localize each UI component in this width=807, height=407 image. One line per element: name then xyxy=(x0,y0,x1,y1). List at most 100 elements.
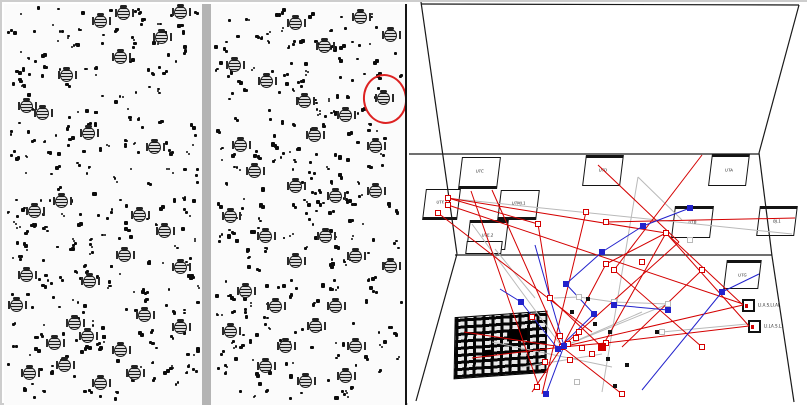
particle-dot xyxy=(378,77,382,81)
particle-dot xyxy=(230,342,234,345)
sprite-head xyxy=(177,4,184,7)
particle-dot xyxy=(129,234,134,239)
particle-dot xyxy=(328,98,331,101)
particle-dot xyxy=(101,94,104,98)
particle-dot xyxy=(383,340,387,344)
particle-dot xyxy=(288,151,292,154)
particle-dot xyxy=(294,330,298,334)
particle-dot xyxy=(113,397,118,402)
particle-dot xyxy=(11,345,16,349)
sprite-body xyxy=(260,75,273,88)
particle-dot xyxy=(67,35,70,38)
sprite-head xyxy=(282,338,289,341)
particle-dot xyxy=(143,299,147,303)
particle-dot xyxy=(80,350,84,355)
robot-sprite xyxy=(307,318,326,333)
particle-dot xyxy=(60,30,64,33)
particle-dot xyxy=(351,40,354,44)
particle-dot xyxy=(7,362,11,366)
sprite-legs xyxy=(347,342,366,350)
sprite-body xyxy=(20,100,33,113)
robot-sprite xyxy=(156,223,175,238)
particle-dot xyxy=(372,289,376,293)
particle-dot xyxy=(30,140,35,144)
sprite-body xyxy=(329,190,342,203)
sprite-body xyxy=(20,269,33,282)
particle-dot xyxy=(356,111,360,115)
particle-dot xyxy=(317,113,320,117)
particle-dot xyxy=(291,43,295,46)
sprite-body xyxy=(155,31,168,44)
particle-dot xyxy=(61,278,65,282)
particle-dot xyxy=(94,66,98,70)
particle-dot xyxy=(260,36,264,40)
particle-dot xyxy=(156,22,160,26)
particle-dot xyxy=(189,257,193,261)
particle-dot xyxy=(277,12,282,17)
particle-dot xyxy=(315,101,318,105)
particle-dot xyxy=(193,10,197,15)
particle-dot xyxy=(219,147,223,151)
particle-dot xyxy=(168,152,173,156)
sprite-body xyxy=(23,367,36,380)
particle-dot xyxy=(327,167,330,170)
particle-dot xyxy=(395,211,400,215)
particle-dot xyxy=(139,365,143,369)
particle-dot xyxy=(348,199,352,203)
particle-dot xyxy=(350,385,355,390)
particle-dot xyxy=(291,88,294,91)
particle-dot xyxy=(95,275,100,279)
sprite-body xyxy=(133,209,146,222)
sprite-head xyxy=(158,29,165,32)
particle-dot xyxy=(354,364,358,367)
sprite-legs xyxy=(66,319,85,327)
particle-dot xyxy=(9,154,13,157)
sprite-legs xyxy=(112,53,131,61)
swarm-arena-view[interactable] xyxy=(4,4,407,405)
sprite-head xyxy=(31,203,38,206)
sprite-legs xyxy=(316,42,335,50)
particle-dot xyxy=(333,153,338,157)
particle-dot xyxy=(388,326,392,330)
particle-dot xyxy=(364,298,368,302)
particle-dot xyxy=(20,254,24,258)
particle-dot xyxy=(48,151,53,155)
network-3d-view[interactable]: UTC UTF.1 UTMJ.1 UTE.2 UTD UTA UTB BJ.1 UTG LI.A.… xyxy=(408,2,807,407)
particle-dot xyxy=(25,155,28,159)
sprite-body xyxy=(384,260,397,273)
particle-dot xyxy=(125,307,128,311)
particle-dot xyxy=(128,118,132,122)
particle-dot xyxy=(182,51,187,55)
particle-dot xyxy=(39,199,43,202)
particle-dot xyxy=(297,147,302,152)
tagged-node: LI.LA.S.L.I xyxy=(748,320,783,333)
particle-dot xyxy=(74,241,78,245)
particle-dot xyxy=(42,259,45,262)
sprite-legs xyxy=(347,252,366,260)
sprite-head xyxy=(121,247,128,250)
sprite-head xyxy=(231,57,238,60)
particle-dot xyxy=(51,23,54,26)
particle-dot xyxy=(114,100,118,104)
particle-dot xyxy=(187,152,190,155)
robot-sprite xyxy=(327,188,346,203)
particle-dot xyxy=(268,328,271,331)
particle-dot xyxy=(290,61,294,66)
particle-dot xyxy=(301,181,305,185)
sprite-legs xyxy=(18,102,37,110)
particle-dot xyxy=(78,163,81,167)
particle-dot xyxy=(45,229,49,233)
robot-sprite xyxy=(277,338,296,353)
particle-dot xyxy=(233,165,236,169)
sprite-legs xyxy=(382,31,401,39)
particle-dot xyxy=(249,230,254,235)
sprite-legs xyxy=(8,301,27,309)
particle-dot xyxy=(37,277,42,281)
particle-dot xyxy=(231,297,236,302)
particle-dot xyxy=(33,225,37,229)
particle-dot xyxy=(336,96,339,100)
particle-dot xyxy=(397,355,401,359)
sprite-head xyxy=(292,178,299,181)
sprite-legs xyxy=(21,369,40,377)
particle-dot xyxy=(315,209,318,213)
